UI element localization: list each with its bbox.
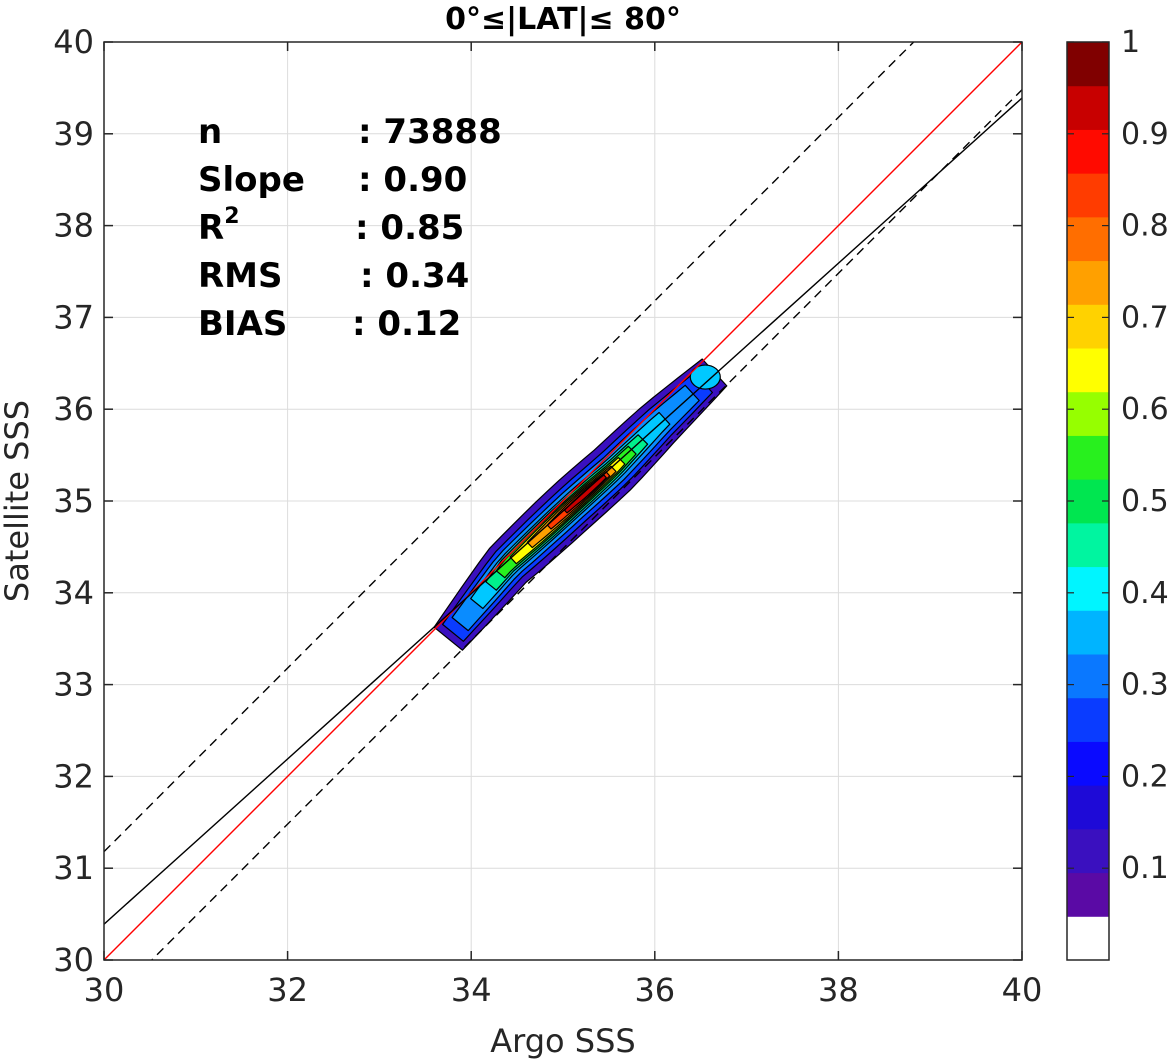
y-tick-label: 36 — [53, 390, 94, 428]
colorbar-tick-label: 0.7 — [1121, 300, 1169, 335]
stat-value: : 0.85 — [355, 208, 464, 248]
y-tick-label: 32 — [53, 757, 94, 795]
colorbar-band — [1067, 173, 1109, 218]
y-tick-label: 33 — [53, 666, 94, 704]
colorbar-band — [1067, 260, 1109, 305]
colorbar-band — [1067, 610, 1109, 655]
colorbar-band — [1067, 566, 1109, 611]
y-tick-label: 39 — [53, 115, 94, 153]
x-tick-label: 34 — [451, 971, 492, 1009]
colorbar-tick-label: 0.4 — [1121, 576, 1169, 611]
colorbar-tick-label: 0.5 — [1121, 484, 1169, 519]
upper-bound-line — [104, 42, 915, 853]
stat-label: Slope — [198, 160, 305, 200]
colorbar-tick-label: 0.9 — [1121, 117, 1169, 152]
density-contours — [433, 358, 728, 651]
stat-label: n — [198, 112, 222, 152]
stat-value: : 0.90 — [358, 160, 467, 200]
lower-bound-line — [150, 89, 1022, 960]
grid — [103, 41, 1023, 961]
x-tick-label: 38 — [818, 971, 859, 1009]
colorbar-band — [1067, 654, 1109, 699]
colorbar-band — [1067, 828, 1109, 874]
colorbar-band — [1067, 697, 1109, 742]
colorbar-tick-label: 0.3 — [1121, 668, 1169, 703]
y-tick-label: 30 — [53, 941, 94, 979]
stat-value: : 0.34 — [360, 256, 469, 296]
x-tick-label: 32 — [267, 971, 308, 1009]
colorbar-tick-label: 1 — [1121, 25, 1140, 60]
y-tick-label: 31 — [53, 849, 94, 887]
colorbar-band — [1067, 348, 1109, 393]
colorbar-band — [1067, 741, 1109, 786]
colorbar: 0.1 0.2 0.3 0.4 0.5 0.6 0.7 0.8 0.9 1 — [1066, 25, 1169, 961]
colorbar-tick-label: 0.1 — [1121, 851, 1169, 886]
x-tick-label: 36 — [634, 971, 675, 1009]
colorbar-band — [1067, 391, 1109, 436]
colorbar-tick-label: 0.8 — [1121, 209, 1169, 244]
colorbar-tick-label: 0.2 — [1121, 759, 1169, 794]
y-tick-label: 35 — [53, 482, 94, 520]
colorbar-band — [1067, 916, 1109, 961]
contour-peak — [689, 364, 721, 390]
stat-value: : 0.12 — [352, 304, 461, 344]
stat-label: RMS — [198, 256, 283, 296]
y-tick-label: 34 — [53, 574, 94, 612]
one-to-one-line — [104, 42, 1022, 960]
colorbar-band — [1067, 435, 1109, 480]
x-axis-label: Argo SSS — [490, 1022, 635, 1060]
colorbar-tick-label: 0.6 — [1121, 392, 1169, 427]
colorbar-band — [1067, 872, 1109, 917]
regression-line — [104, 97, 1022, 925]
stat-value: : 73888 — [358, 112, 502, 152]
y-tick-label: 40 — [53, 23, 94, 61]
axis-ticks: 30 32 34 36 38 40 30 31 32 33 34 35 36 37 38 39 40 — [53, 23, 1042, 1009]
stat-label-superscript: 2 — [224, 204, 239, 229]
reference-lines — [104, 42, 1022, 960]
y-tick-label: 37 — [53, 298, 94, 336]
y-axis-label: Satellite SSS — [0, 400, 36, 602]
stat-label: BIAS — [198, 304, 287, 344]
colorbar-band — [1067, 129, 1109, 174]
x-tick-label: 30 — [84, 971, 125, 1009]
y-tick-label: 38 — [53, 207, 94, 245]
colorbar-band — [1067, 522, 1109, 568]
x-tick-label: 40 — [1002, 971, 1043, 1009]
colorbar-band — [1067, 785, 1109, 830]
colorbar-band — [1067, 216, 1109, 262]
colorbar-band — [1067, 304, 1109, 349]
chart-title: 0°≤|LAT|≤ 80° — [445, 2, 681, 37]
colorbar-band — [1067, 42, 1109, 87]
colorbar-band — [1067, 85, 1109, 130]
